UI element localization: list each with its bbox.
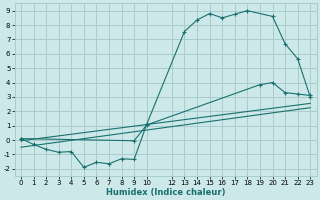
X-axis label: Humidex (Indice chaleur): Humidex (Indice chaleur): [106, 188, 225, 197]
